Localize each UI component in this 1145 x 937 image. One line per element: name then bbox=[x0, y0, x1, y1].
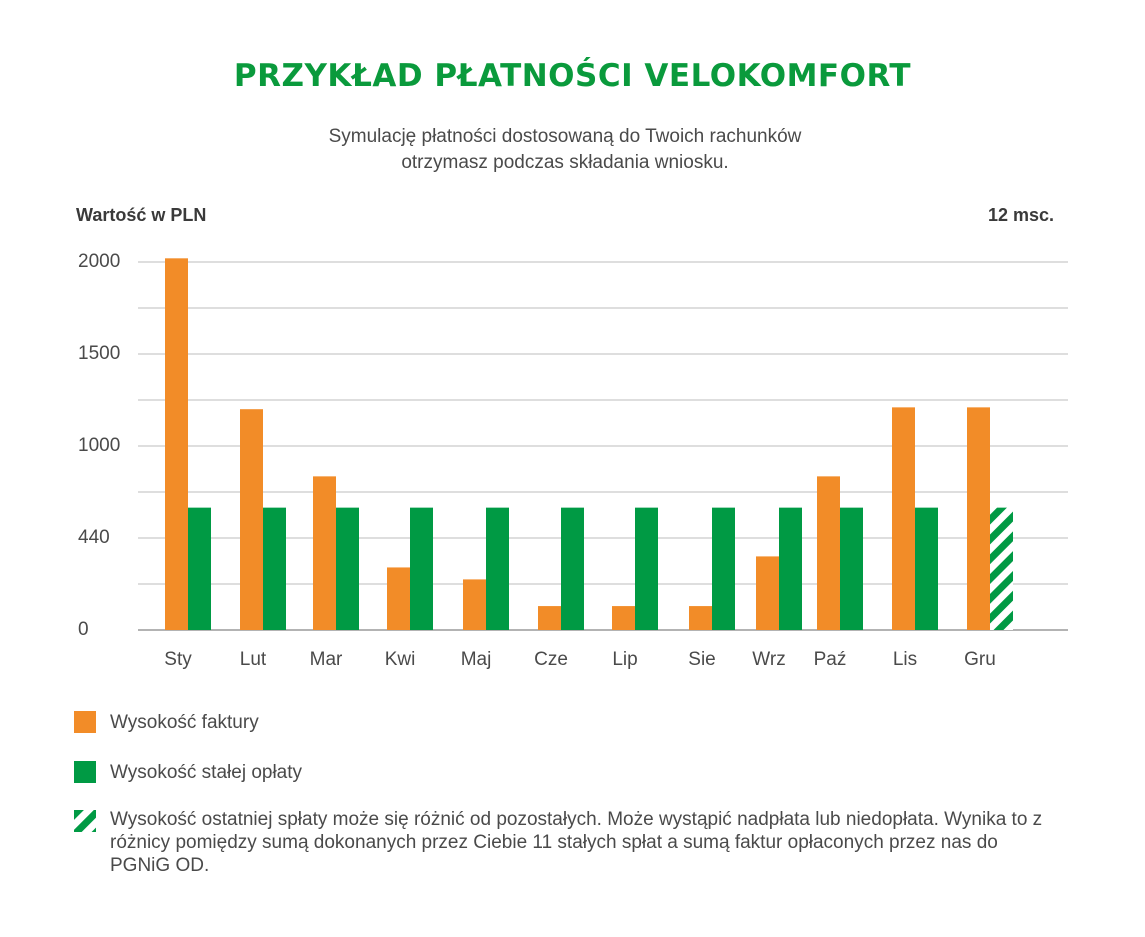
period-label: 12 msc. bbox=[987, 205, 1054, 225]
y-tick-labels: 2000 1500 1000 440 0 bbox=[78, 251, 120, 640]
x-tick-label: Lip bbox=[612, 649, 637, 670]
bars bbox=[165, 258, 1013, 630]
y-tick-label: 440 bbox=[78, 527, 110, 548]
chart-subtitle: Symulację płatności dostosowaną do Twoic… bbox=[0, 124, 1130, 176]
x-tick-label: Maj bbox=[461, 649, 492, 670]
green-square-icon bbox=[74, 761, 96, 783]
bar-fixed-Sty bbox=[188, 507, 211, 630]
x-tick-label: Wrz bbox=[752, 649, 785, 670]
bar-invoice-Mar bbox=[313, 476, 336, 630]
x-tick-labels: Sty Lut Mar Kwi Maj Cze Lip Sie Wrz Paź Lis Gru bbox=[164, 649, 996, 670]
bar-last-payment-Gru bbox=[990, 507, 1013, 630]
hatched-square-icon bbox=[74, 810, 96, 832]
bar-invoice-Sty bbox=[165, 258, 188, 630]
x-tick-label: Paź bbox=[814, 649, 847, 670]
bar-invoice-Kwi bbox=[387, 567, 410, 630]
bar-fixed-Paź bbox=[840, 507, 863, 630]
bar-invoice-Lut bbox=[240, 409, 263, 630]
chart-title: PRZYKŁAD PŁATNOŚCI VELOKOMFORT bbox=[233, 58, 912, 94]
legend-item-last-payment: Wysokość ostatniej spłaty może się różni… bbox=[74, 808, 1050, 877]
bar-invoice-Lip bbox=[612, 606, 635, 630]
bar-fixed-Cze bbox=[561, 507, 584, 630]
subtitle-line-2: otrzymasz podczas składania wniosku. bbox=[401, 152, 729, 173]
bar-invoice-Gru bbox=[967, 407, 990, 630]
bar-fixed-Mar bbox=[336, 507, 359, 630]
bar-invoice-Paź bbox=[817, 476, 840, 630]
bar-invoice-Sie bbox=[689, 606, 712, 630]
y-tick-label: 1500 bbox=[78, 343, 120, 364]
x-tick-label: Gru bbox=[964, 649, 996, 670]
subtitle-line-1: Symulację płatności dostosowaną do Twoic… bbox=[328, 126, 802, 147]
bar-fixed-Wrz bbox=[779, 507, 802, 630]
legend-item-fixed-fee: Wysokość stałej opłaty bbox=[74, 761, 1050, 784]
bar-invoice-Wrz bbox=[756, 556, 779, 630]
bar-invoice-Cze bbox=[538, 606, 561, 630]
x-tick-label: Lut bbox=[240, 649, 267, 670]
x-tick-label: Cze bbox=[534, 649, 568, 670]
y-tick-label: 1000 bbox=[78, 435, 120, 456]
legend-label-fixed-fee: Wysokość stałej opłaty bbox=[110, 762, 303, 783]
x-tick-label: Mar bbox=[310, 649, 343, 670]
x-tick-label: Kwi bbox=[385, 649, 416, 670]
bar-fixed-Lip bbox=[635, 507, 658, 630]
legend-label-last-payment: Wysokość ostatniej spłaty może się różni… bbox=[110, 809, 1043, 876]
bar-fixed-Kwi bbox=[410, 507, 433, 630]
bar-fixed-Lut bbox=[263, 507, 286, 630]
x-tick-label: Sty bbox=[164, 649, 192, 670]
legend-label-invoice: Wysokość faktury bbox=[110, 712, 259, 733]
y-tick-label: 2000 bbox=[78, 251, 120, 272]
bar-invoice-Lis bbox=[892, 407, 915, 630]
orange-square-icon bbox=[74, 711, 96, 733]
legend-item-invoice: Wysokość faktury bbox=[74, 711, 1050, 734]
bar-chart: 2000 1500 1000 440 0 Sty Lut Mar Kwi Maj Cze Lip Si… bbox=[78, 251, 1068, 670]
x-tick-label: Lis bbox=[893, 649, 917, 670]
bar-fixed-Sie bbox=[712, 507, 735, 630]
x-tick-label: Sie bbox=[688, 649, 715, 670]
bar-fixed-Lis bbox=[915, 507, 938, 630]
bar-fixed-Maj bbox=[486, 507, 509, 630]
y-tick-label: 0 bbox=[78, 619, 89, 640]
y-axis-label: Wartość w PLN bbox=[76, 205, 207, 225]
bar-invoice-Maj bbox=[463, 579, 486, 630]
